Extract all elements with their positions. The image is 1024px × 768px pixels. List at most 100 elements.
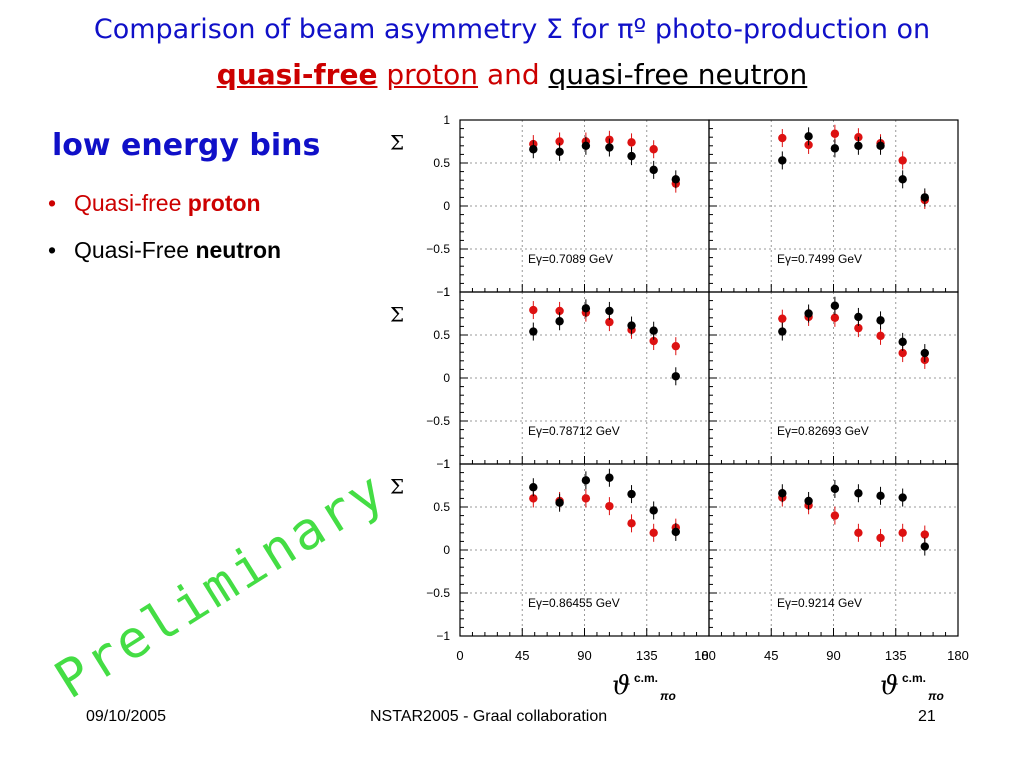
bullet-neutron-text: Quasi-Free <box>74 237 196 263</box>
proton-point <box>605 501 614 511</box>
proton-point <box>898 528 907 537</box>
y-axis-label: Σ <box>390 475 404 499</box>
proton-point <box>898 348 907 358</box>
panel-energy-label: Eγ=0.78712 GeV <box>528 424 620 438</box>
y-tick-label: −1 <box>436 629 450 643</box>
x-tick-label: 45 <box>515 648 529 663</box>
proton-point <box>649 145 658 154</box>
neutron-point <box>920 348 929 358</box>
proton-point <box>876 533 885 543</box>
neutron-point <box>555 317 564 326</box>
y-tick-label: 1 <box>443 285 450 299</box>
title-quasi-free-neutron: quasi-free neutron <box>548 58 808 91</box>
footer-page-number: 21 <box>918 708 936 725</box>
neutron-point <box>920 542 929 551</box>
bullet-proton-text: Quasi-free <box>74 190 188 216</box>
neutron-point <box>627 321 636 330</box>
neutron-point <box>649 326 658 335</box>
x-axis-label-superscript: c.m. <box>634 671 658 685</box>
neutron-point <box>649 506 658 515</box>
neutron-point <box>804 496 813 506</box>
neutron-point <box>581 141 591 150</box>
title-proton: proton <box>386 58 479 91</box>
x-tick-label: 0 <box>701 648 708 663</box>
y-tick-label: −1 <box>436 457 450 471</box>
proton-point <box>581 494 591 503</box>
neutron-point <box>605 473 614 482</box>
x-tick-label: 90 <box>826 648 840 663</box>
neutron-point <box>898 337 907 347</box>
y-tick-label: 0 <box>443 543 450 557</box>
section-heading: low energy bins <box>52 128 321 163</box>
neutron-point <box>830 301 840 310</box>
panel-energy-label: Eγ=0.7499 GeV <box>777 252 862 266</box>
neutron-point <box>581 476 591 485</box>
y-axis-label: Σ <box>390 131 404 155</box>
y-tick-label: 0.5 <box>433 156 450 170</box>
proton-point <box>627 138 636 147</box>
proton-point <box>529 494 538 503</box>
neutron-point <box>529 145 538 154</box>
proton-point <box>778 314 787 323</box>
bullet-proton-bold: proton <box>187 190 261 216</box>
legend-bullets: • Quasi-free proton • Quasi-Free neutron <box>48 190 281 284</box>
x-tick-label: 0 <box>456 648 463 663</box>
neutron-point <box>876 316 885 325</box>
proton-point <box>529 305 538 315</box>
x-tick-label: 135 <box>885 648 907 663</box>
neutron-point <box>671 372 680 381</box>
neutron-point <box>778 156 787 165</box>
proton-point <box>627 519 636 528</box>
proton-point <box>854 528 863 537</box>
proton-point <box>830 313 840 322</box>
proton-point <box>649 528 658 537</box>
x-axis-label-subscript: πo <box>928 689 944 700</box>
neutron-point <box>920 193 929 202</box>
proton-point <box>671 341 680 351</box>
neutron-point <box>581 304 591 313</box>
neutron-point <box>854 312 863 322</box>
y-tick-label: 0 <box>443 199 450 213</box>
neutron-point <box>555 147 564 157</box>
neutron-point <box>854 141 863 150</box>
y-tick-label: 1 <box>443 113 450 127</box>
x-tick-label: 180 <box>694 648 716 663</box>
panel-energy-label: Eγ=0.7089 GeV <box>528 252 613 266</box>
proton-point <box>898 156 907 165</box>
x-tick-label: 180 <box>947 648 969 663</box>
neutron-point <box>671 527 680 537</box>
proton-point <box>830 129 840 138</box>
y-tick-label: −0.5 <box>426 414 450 428</box>
bullet-marker: • <box>48 190 57 216</box>
panel-energy-label: Eγ=0.9214 GeV <box>777 596 862 610</box>
y-tick-label: −0.5 <box>426 242 450 256</box>
proton-point <box>854 323 863 333</box>
neutron-point <box>854 489 863 498</box>
chart-panel: Eγ=0.7499 GeV <box>708 119 959 293</box>
chart-panel: Eγ=0.9214 GeV <box>708 463 959 637</box>
proton-point <box>830 511 840 520</box>
proton-point <box>649 336 658 346</box>
slide-title-line2: quasi-free proton and quasi-free neutron <box>0 58 1024 91</box>
neutron-point <box>529 327 538 336</box>
y-axis-label: Σ <box>390 303 404 327</box>
x-tick-label: 90 <box>577 648 591 663</box>
x-tick-label: 135 <box>636 648 658 663</box>
y-tick-label: 0 <box>443 371 450 385</box>
panel-energy-label: Eγ=0.86455 GeV <box>528 596 620 610</box>
bullet-proton: • Quasi-free proton <box>48 190 281 217</box>
neutron-point <box>830 144 840 153</box>
title-quasi-free-proton-bold: quasi-free <box>216 58 378 91</box>
footer-date: 09/10/2005 <box>86 708 167 725</box>
proton-point <box>605 317 614 327</box>
chart-panel: 1 0.5 0 −0.5 −1 Σ Eγ=0.7089 GeV <box>390 113 710 299</box>
slide-title: Comparison of beam asymmetry Σ for πº ph… <box>93 14 931 45</box>
proton-point <box>920 530 929 539</box>
panel-energy-label: Eγ=0.82693 GeV <box>777 424 869 438</box>
bullet-neutron: • Quasi-Free neutron <box>48 237 281 264</box>
chart-panel: 1 0.5 0 −0.5 −1 Σ Eγ=0.78712 GeV <box>390 285 710 471</box>
neutron-point <box>898 493 907 502</box>
neutron-point <box>804 309 813 318</box>
neutron-point <box>649 165 658 175</box>
chart-panel: Eγ=0.82693 GeV <box>708 291 959 465</box>
